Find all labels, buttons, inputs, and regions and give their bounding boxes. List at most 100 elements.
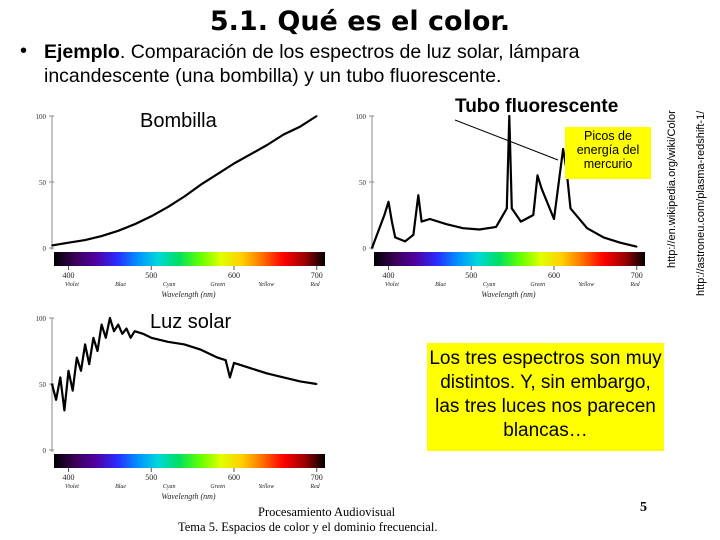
y-tick-label: 100 xyxy=(36,315,47,323)
data-point xyxy=(619,241,621,244)
data-point xyxy=(55,399,57,401)
y-tick-label: 0 xyxy=(43,447,47,455)
data-point xyxy=(495,226,497,228)
data-point xyxy=(506,207,508,210)
chart-bulb: 0 50 100 400 500 600 700 Violet Blue Cyan Green Yel… xyxy=(36,113,325,299)
slide-title: 5.1. Qué es el color. xyxy=(209,6,511,37)
spectrum-bar xyxy=(374,252,645,266)
chart-sun: 0 50 100 400 500 600 700 Violet Blue Cyan Green Yel… xyxy=(36,315,325,501)
x-axis-title: Wavelength (nm) xyxy=(161,492,215,501)
y-tick-label: 50 xyxy=(39,381,47,389)
data-point xyxy=(109,317,111,319)
band-label: Red xyxy=(629,282,640,288)
y-tick-label: 100 xyxy=(36,113,47,121)
band-label: Yellow xyxy=(259,282,275,288)
x-axis-title: Wavelength (nm) xyxy=(161,290,215,299)
data-point xyxy=(282,133,285,136)
spectrum-bar xyxy=(54,252,325,266)
data-point xyxy=(602,236,605,239)
data-point xyxy=(520,220,522,223)
x-tick-label: 500 xyxy=(145,473,157,482)
data-point xyxy=(67,370,70,372)
data-point xyxy=(391,220,393,223)
data-point xyxy=(553,218,555,220)
data-point xyxy=(113,330,115,332)
data-point xyxy=(92,337,95,339)
data-point xyxy=(536,174,539,177)
data-point xyxy=(105,337,107,339)
band-label: Violet xyxy=(385,282,399,288)
band-label: Green xyxy=(210,484,225,490)
data-point xyxy=(371,247,373,249)
data-point xyxy=(315,115,318,117)
data-point xyxy=(383,214,386,216)
data-point xyxy=(51,244,53,247)
y-tick-label: 50 xyxy=(359,179,367,187)
data-point xyxy=(80,370,82,372)
data-point xyxy=(150,215,153,218)
data-point xyxy=(478,228,481,231)
data-point xyxy=(125,327,128,330)
data-point xyxy=(404,240,406,243)
label-tube: Tubo fluorescente xyxy=(455,96,619,117)
data-point xyxy=(233,362,235,364)
label-sun: Luz solar xyxy=(150,311,232,333)
data-point xyxy=(84,343,86,346)
chart-tube: 0 50 100 400 500 600 700 Violet Blue Cyan Green Yel… xyxy=(356,113,645,299)
data-point xyxy=(233,162,235,165)
callout-mercury: Picos de energía del mercurio xyxy=(565,127,651,179)
data-point xyxy=(249,153,252,156)
data-point xyxy=(299,125,302,128)
bullet-body: . Comparación de los espectros de luz so… xyxy=(44,41,580,87)
source-link-astroneu[interactable]: http://astroneu.com/plasma-redshift-1/ xyxy=(695,110,707,296)
data-point xyxy=(117,323,119,326)
data-point xyxy=(266,144,268,146)
footer-topic: Tema 5. Espacios de color y el dominio f… xyxy=(178,520,438,534)
source-link-wikipedia[interactable]: http://en.wikipedia.org/wiki/Color xyxy=(666,110,678,268)
x-tick-label: 600 xyxy=(228,473,240,482)
data-point xyxy=(200,183,202,186)
band-label: Violet xyxy=(65,484,79,490)
data-point xyxy=(63,409,66,412)
data-point xyxy=(129,337,132,339)
data-point xyxy=(51,383,53,385)
data-point xyxy=(282,376,285,379)
x-tick-label: 700 xyxy=(311,271,323,280)
data-point xyxy=(508,115,511,117)
band-label: Blue xyxy=(115,282,126,288)
data-point xyxy=(249,367,252,369)
data-point xyxy=(420,220,423,223)
y-tick-label: 50 xyxy=(39,179,47,187)
x-tick-label: 400 xyxy=(63,473,75,482)
spectrum-line xyxy=(50,316,317,412)
band-label: Cyan xyxy=(483,282,496,288)
x-tick-label: 700 xyxy=(311,473,323,482)
band-label: Green xyxy=(210,282,225,288)
data-point xyxy=(417,194,420,196)
label-bulb: Bombilla xyxy=(140,110,217,132)
data-point xyxy=(71,389,74,392)
y-tick-label: 0 xyxy=(43,245,47,253)
data-point xyxy=(540,187,543,190)
x-tick-label: 500 xyxy=(465,271,477,280)
x-axis-title: Wavelength (nm) xyxy=(481,290,535,299)
x-tick-label: 600 xyxy=(228,271,240,280)
data-point xyxy=(511,207,513,210)
data-point xyxy=(462,227,464,229)
y-tick-label: 0 xyxy=(363,245,367,253)
data-point xyxy=(299,380,302,383)
band-label: Green xyxy=(530,282,545,288)
data-point xyxy=(96,350,99,352)
band-label: Violet xyxy=(65,282,79,288)
band-label: Yellow xyxy=(579,282,595,288)
data-point xyxy=(84,239,86,241)
x-tick-label: 700 xyxy=(631,271,643,280)
data-point xyxy=(586,227,588,229)
data-point xyxy=(445,223,448,225)
data-point xyxy=(183,343,186,346)
data-point xyxy=(394,236,396,239)
data-point xyxy=(142,333,144,335)
x-tick-label: 400 xyxy=(383,271,395,280)
data-point xyxy=(635,245,638,248)
data-point xyxy=(67,241,70,244)
